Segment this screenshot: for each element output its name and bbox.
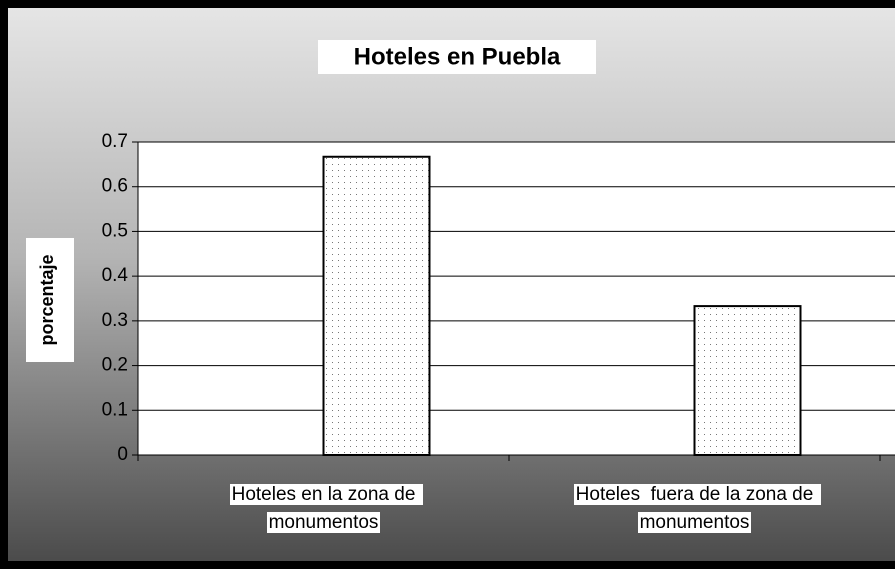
x-tick-text: Hoteles en la zona de monumentos [229, 484, 423, 533]
y-tick-label: 0.3 [102, 310, 128, 331]
y-tick-label: 0.7 [102, 131, 128, 152]
bar [693, 305, 802, 457]
y-tick-label: 0.2 [102, 355, 128, 376]
x-tick-label: Hoteles fuera de la zona de monumentos [545, 481, 845, 537]
y-tick-label: 0.6 [102, 176, 128, 197]
x-tick-label: Hoteles en la zona de monumentos [174, 481, 474, 537]
y-tick-label: 0.1 [102, 399, 128, 420]
y-tick-label: 0 [117, 444, 128, 465]
bar [322, 155, 431, 456]
y-label-box [26, 238, 74, 362]
title-box [318, 40, 596, 74]
y-tick-label: 0.4 [102, 265, 129, 286]
y-axis-label: porcentaje [37, 254, 57, 345]
y-tick-label: 0.5 [102, 220, 128, 241]
x-tick-text: Hoteles fuera de la zona de monumentos [573, 484, 821, 533]
chart-title: Hoteles en Puebla [354, 43, 561, 70]
